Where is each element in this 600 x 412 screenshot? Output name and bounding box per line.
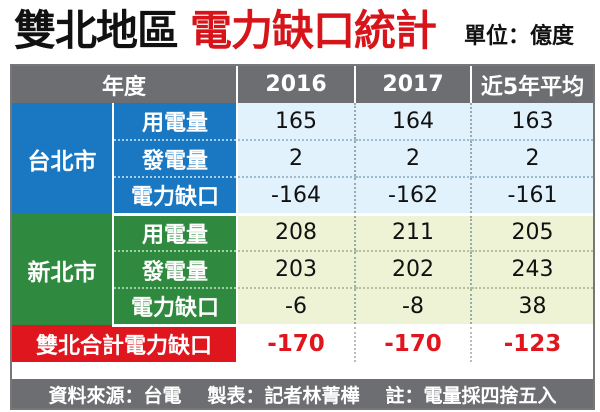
header-row: 年度 2016 2017 近5年平均 — [12, 66, 594, 103]
row-label: 電力缺口 — [113, 288, 239, 327]
group-taipei: 台北市 — [12, 103, 114, 214]
header-5yr-average: 近5年平均 — [471, 66, 594, 103]
cell-2017: 164 — [354, 103, 473, 141]
cell-2016: -6 — [237, 288, 356, 327]
total-2016: -170 — [237, 325, 356, 362]
cell-2017: -8 — [354, 288, 473, 327]
cell-average: 243 — [471, 251, 594, 289]
total-label: 雙北合計電力缺口 — [12, 325, 239, 362]
table-row: 電力缺口 -164 -162 -161 — [12, 177, 594, 216]
maker-note: 製表：記者林菁樺 — [207, 384, 360, 407]
cell-2016: 2 — [237, 140, 356, 178]
cell-2016: -164 — [237, 177, 356, 216]
total-2017: -170 — [354, 325, 473, 362]
title-bar: 雙北地區 電力缺口統計 單位：億度 — [14, 2, 594, 60]
rounding-note: 註：電量採四捨五入 — [385, 384, 557, 407]
title-highlight: 電力缺口統計 — [190, 6, 437, 55]
cell-2016: 165 — [237, 103, 356, 141]
header-2016: 2016 — [237, 66, 357, 103]
cell-average: 163 — [471, 103, 594, 141]
unit-label: 單位：億度 — [464, 24, 575, 49]
table-row: 電力缺口 -6 -8 38 — [12, 288, 594, 327]
row-label: 用電量 — [113, 103, 239, 141]
cell-2016: 203 — [237, 251, 356, 289]
cell-2017: 202 — [354, 251, 473, 289]
row-label: 發電量 — [113, 140, 239, 178]
total-row: 雙北合計電力缺口 -170 -170 -123 — [12, 325, 594, 362]
cell-average: 205 — [471, 214, 594, 252]
table-row: 發電量 203 202 243 — [12, 251, 594, 289]
electricity-gap-table: 年度 2016 2017 近5年平均 台北市 用電量 165 164 163 發… — [12, 66, 594, 362]
cell-2017: 211 — [354, 214, 473, 252]
total-average: -123 — [471, 325, 594, 362]
source-note: 資料來源：台電 — [48, 384, 182, 407]
row-label: 發電量 — [113, 251, 239, 289]
group-new-taipei: 新北市 — [12, 214, 114, 325]
footer-notes: 資料來源：台電 製表：記者林菁樺 註：電量採四捨五入 — [12, 379, 593, 409]
cell-2017: 2 — [354, 140, 473, 178]
row-label: 電力缺口 — [113, 177, 239, 216]
cell-2016: 208 — [237, 214, 356, 252]
header-year: 年度 — [12, 66, 239, 103]
table-row: 台北市 用電量 165 164 163 — [12, 103, 594, 214]
table-row: 新北市 用電量 208 211 205 — [12, 214, 594, 325]
cell-average: 38 — [471, 288, 594, 327]
cell-2017: -162 — [354, 177, 473, 216]
header-2017: 2017 — [355, 66, 473, 103]
cell-average: -161 — [471, 177, 594, 216]
row-label: 用電量 — [113, 214, 239, 252]
cell-average: 2 — [471, 140, 594, 178]
title-main: 雙北地區 — [14, 6, 179, 55]
table-row: 發電量 2 2 2 — [12, 140, 594, 178]
